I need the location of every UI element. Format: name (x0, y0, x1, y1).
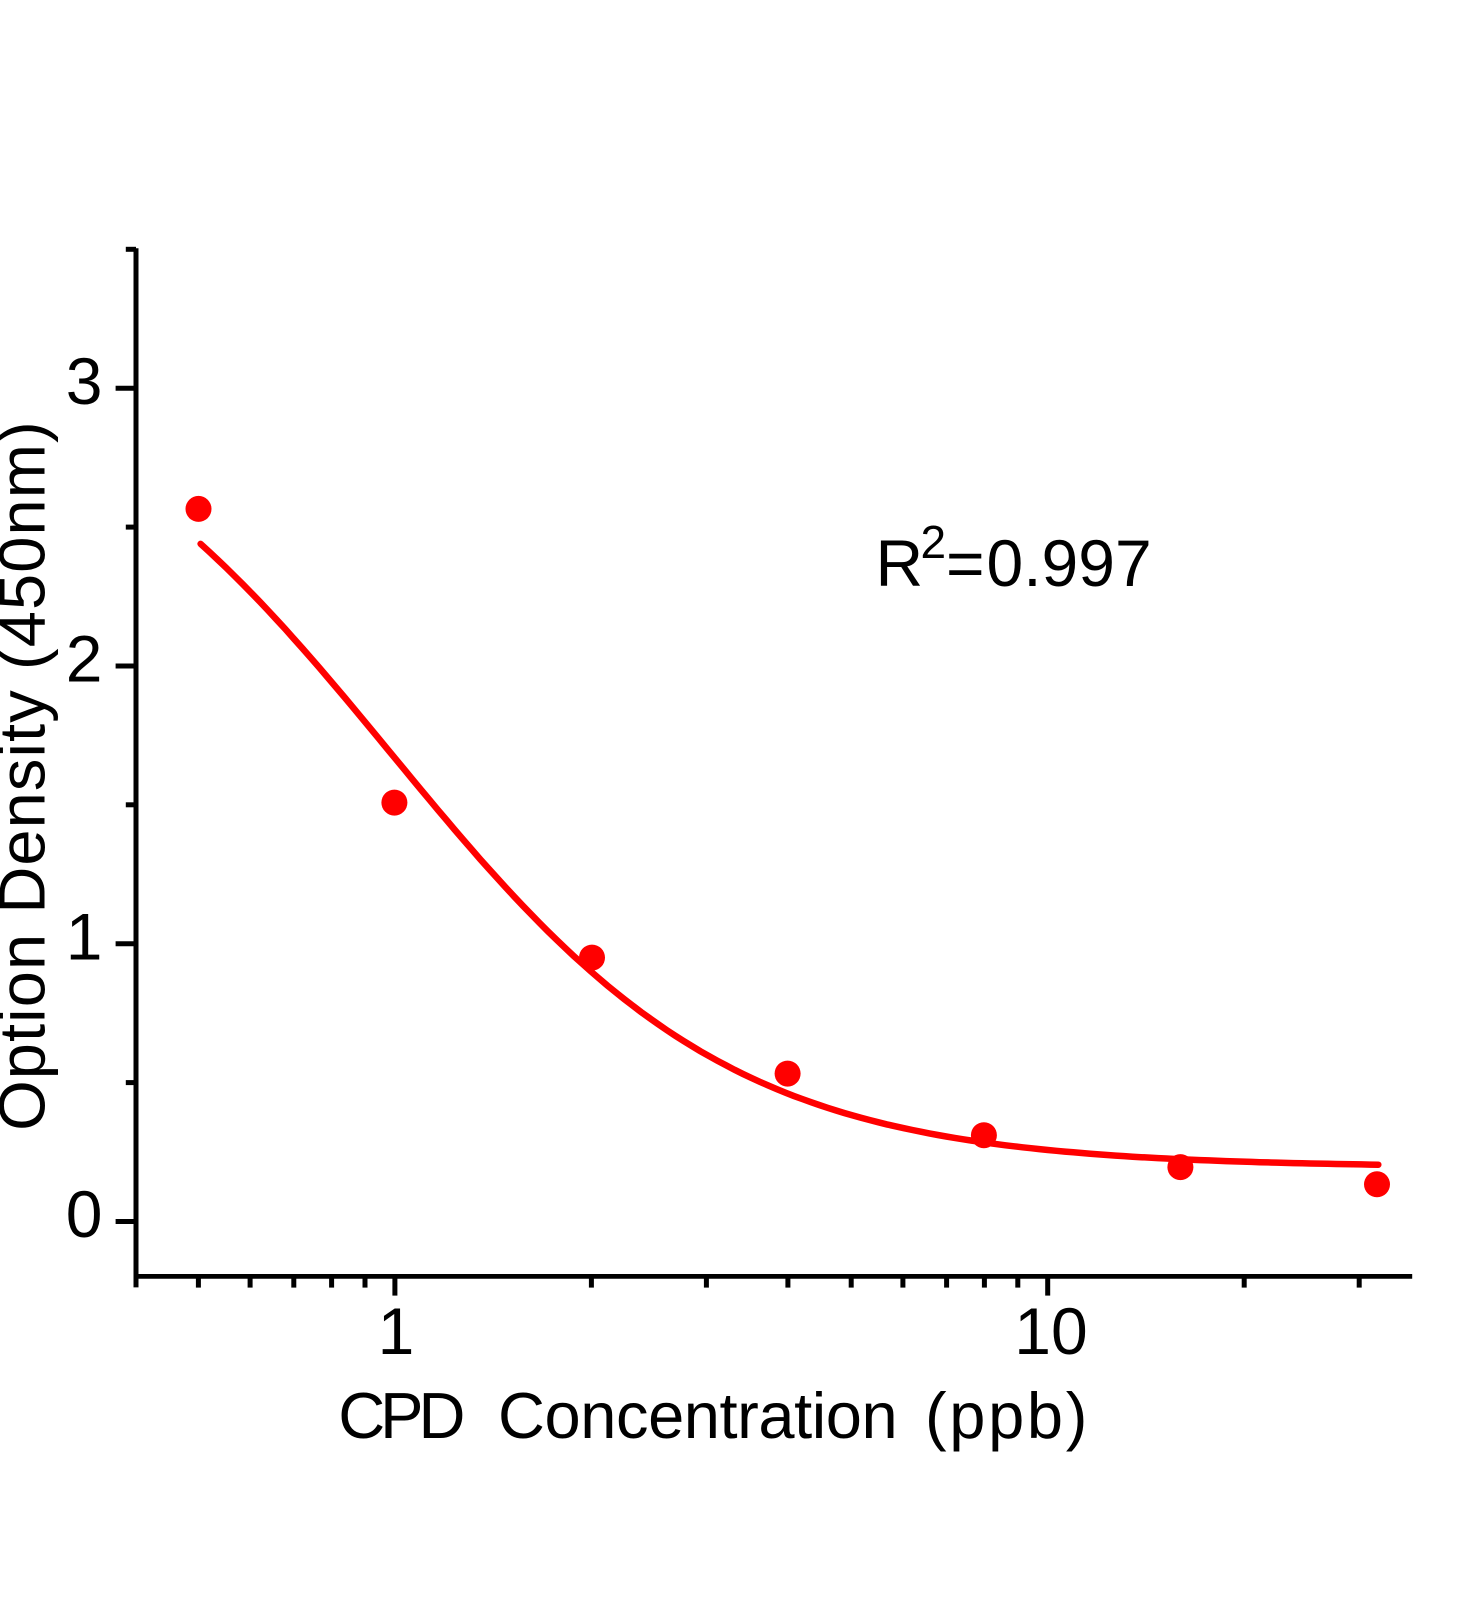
svg-text:3: 3 (66, 344, 103, 418)
svg-text:0: 0 (66, 1177, 103, 1251)
svg-text:1: 1 (66, 899, 103, 973)
svg-text:10: 10 (1014, 1294, 1087, 1368)
svg-text:CPD: CPD (338, 1379, 465, 1452)
svg-text:R2=0.997: R2=0.997 (876, 516, 1152, 600)
svg-text:(ppb): (ppb) (925, 1379, 1087, 1452)
svg-text:Concentration: Concentration (498, 1379, 898, 1452)
svg-text:1: 1 (378, 1294, 415, 1368)
svg-text:2: 2 (66, 622, 103, 696)
svg-text:Option Density (450nm): Option Density (450nm) (0, 420, 59, 1131)
